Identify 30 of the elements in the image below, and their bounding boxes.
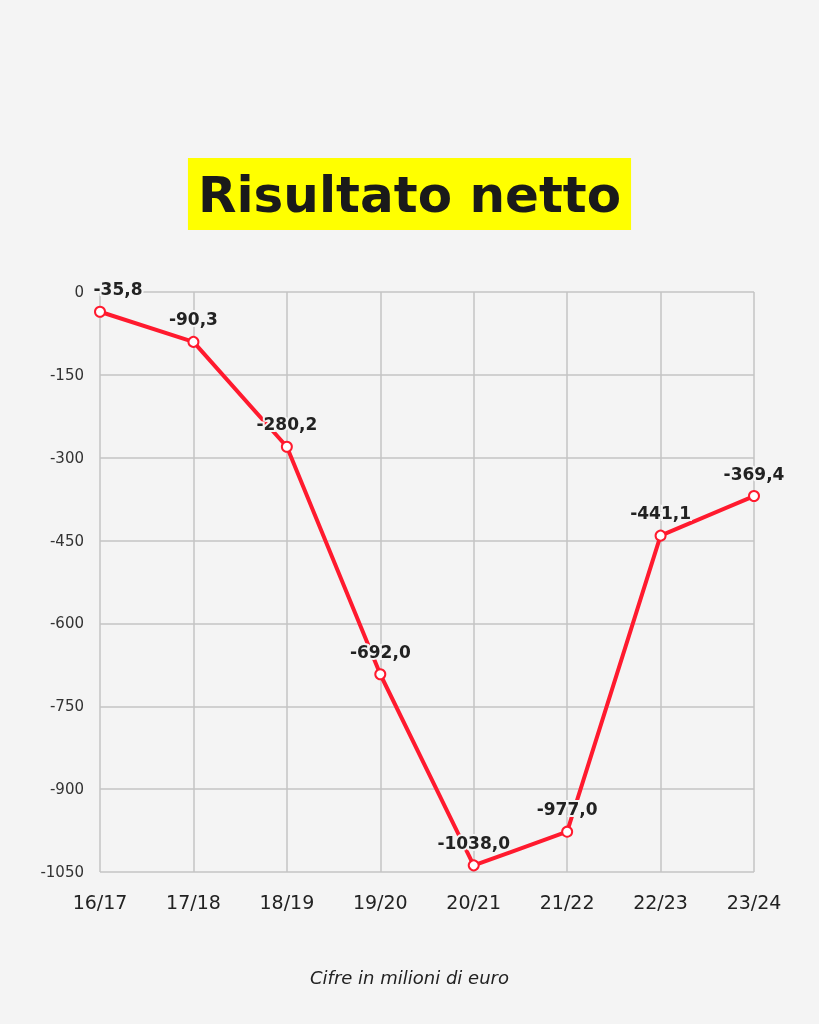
y-tick-label: -900	[49, 780, 84, 799]
point	[561, 825, 574, 838]
x-tick-label: 20/21	[446, 890, 502, 913]
y-tick-label: -600	[49, 614, 84, 633]
point	[467, 859, 480, 872]
x-tick-label: 17/18	[166, 890, 221, 913]
data-label: -369,4	[723, 463, 785, 484]
y-tick-label: 0	[74, 283, 84, 301]
point	[654, 529, 667, 542]
point	[280, 440, 293, 453]
x-tick-label: 22/23	[633, 890, 688, 913]
y-tick-label: -150	[49, 365, 84, 384]
y-tick-label: -450	[49, 531, 84, 550]
data-label: -35,8	[93, 279, 143, 300]
data-label: -90,3	[168, 309, 218, 330]
point	[94, 305, 106, 318]
y-tick-label: -1050	[40, 863, 84, 881]
point	[748, 490, 760, 503]
point	[374, 668, 387, 681]
point	[187, 335, 200, 348]
y-tick-label: -750	[49, 697, 84, 716]
x-tick-label: 19/20	[352, 890, 408, 913]
data-label: -441,1	[630, 503, 691, 524]
x-tick-label: 18/19	[259, 890, 315, 913]
x-tick-label: 23/24	[726, 890, 782, 913]
x-tick-label: 16/17	[72, 890, 128, 913]
y-tick-label: -300	[49, 448, 84, 467]
x-tick-label: 21/22	[539, 890, 595, 913]
chart-title: Risultato netto	[197, 166, 622, 224]
text: Cifre in milioni di euro	[310, 966, 509, 988]
